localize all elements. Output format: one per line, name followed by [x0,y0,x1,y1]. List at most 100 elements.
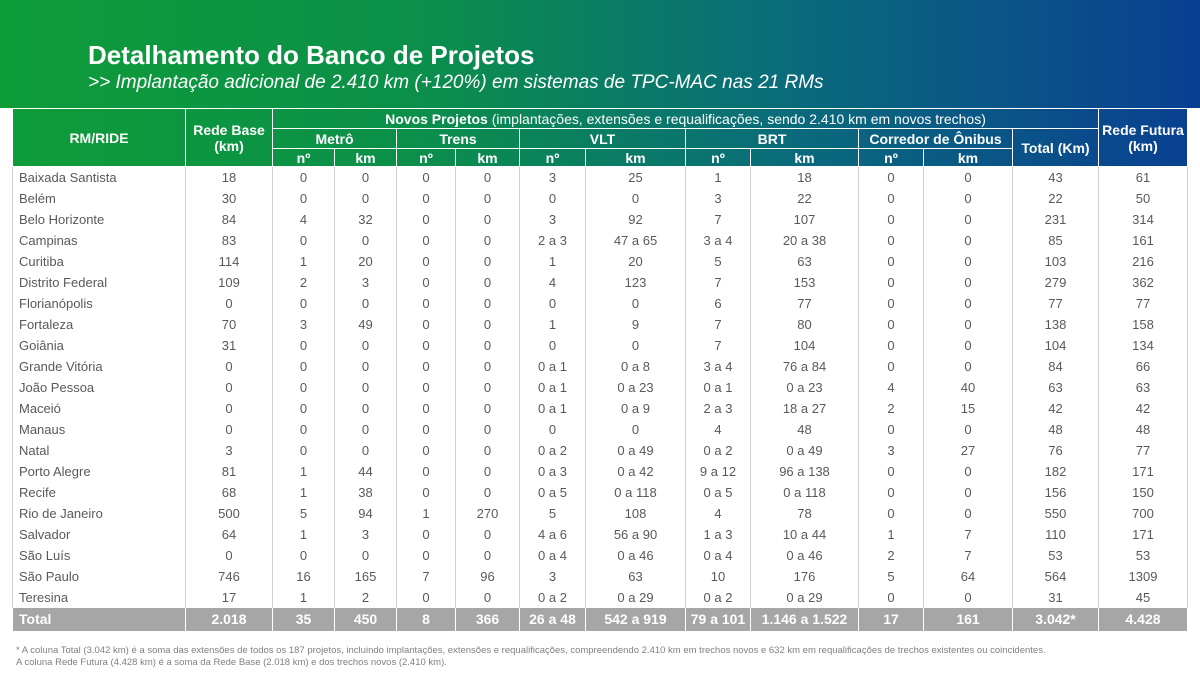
cell: 3.042* [1011,608,1100,631]
cell: 22 [1011,188,1100,209]
cell: 7 [923,524,1013,545]
cell: 0 [334,377,397,398]
cell: 96 a 138 [750,461,859,482]
cell: 7 [923,545,1013,566]
header-cell: Total (Km) [1011,128,1100,167]
cell: 64 [185,524,273,545]
header-cell: Novos Projetos (implantações, extensões … [271,108,1100,129]
cell: 0 [396,188,456,209]
cell: 0 [455,440,520,461]
cell: 153 [750,272,859,293]
cell: 1 [272,461,335,482]
cell: 7 [685,209,751,230]
row-name: Porto Alegre [12,461,186,482]
cell: 1 [272,251,335,272]
cell: 0 a 4 [519,545,586,566]
cell: 700 [1098,503,1189,524]
cell: 31 [1011,587,1100,608]
cell: 0 [455,188,520,209]
cell: 138 [1011,314,1100,335]
cell: 0 [923,188,1013,209]
cell: 0 [272,419,335,440]
row-name: Grande Vitória [12,356,186,377]
title: Detalhamento do Banco de Projetos [88,40,535,70]
cell: 0 a 5 [519,482,586,503]
cell: 5 [519,503,586,524]
row-name: Salvador [12,524,186,545]
mode-header: VLT [519,128,686,149]
sub-header: nº [396,148,456,167]
cell: 542 a 919 [585,608,686,631]
cell: 171 [1098,461,1189,482]
cell: 10 a 44 [750,524,859,545]
row-name: Distrito Federal [12,272,186,293]
footnote: * A coluna Total (3.042 km) é a soma das… [16,645,1046,656]
cell: 5 [858,566,924,587]
cell: 22 [750,188,859,209]
cell: 0 a 3 [519,461,586,482]
cell: 3 a 4 [685,230,751,251]
sub-header: nº [272,148,335,167]
row-name: São Paulo [12,566,186,587]
cell: 0 a 29 [585,587,686,608]
cell: 0 [396,482,456,503]
cell: 2.018 [185,608,273,631]
cell: 8 [396,608,456,631]
cell: 0 [585,335,686,356]
cell: 746 [185,566,273,587]
mode-header: Trens [396,128,520,149]
cell: 3 [519,209,586,230]
cell: 0 [858,314,924,335]
table-row: São Paulo 746 16 165 7 96 3 63 10 176 5 64 564 1309 [12,566,1189,587]
cell: 92 [585,209,686,230]
cell: 0 [455,166,520,188]
cell: 0 a 5 [685,482,751,503]
cell: 77 [1098,293,1189,314]
header-row: nº km nº km nº km nº km nº km [13,148,1188,167]
cell: 9 [585,314,686,335]
cell: 182 [1011,461,1100,482]
cell: 0 [455,545,520,566]
cell: 0 [396,524,456,545]
cell: 1 [858,524,924,545]
cell: 1 [519,251,586,272]
cell: 45 [1098,587,1189,608]
cell: 156 [1011,482,1100,503]
mode-header: Metrô [272,128,397,149]
cell: 64 [923,566,1013,587]
row-name: Baixada Santista [12,166,186,188]
cell: 1 [519,314,586,335]
cell: 114 [185,251,273,272]
cell: 43 [1011,166,1100,188]
cell: 0 [396,545,456,566]
total-row: Total 2.018 35 450 8 366 26 a 48 542 a 919 79 a … [12,608,1189,631]
cell: 0 [455,482,520,503]
cell: 0 [396,419,456,440]
cell: 104 [1011,335,1100,356]
sub-header: km [750,148,859,167]
cell: 0 [858,230,924,251]
cell: 3 [185,440,273,461]
cell: 5 [685,251,751,272]
cell: 5 [272,503,335,524]
cell: 32 [334,209,397,230]
cell: 0 [923,587,1013,608]
table-row: Belém 30 0 0 0 0 0 0 3 22 0 0 22 50 [12,188,1189,209]
cell: 0 [185,398,273,419]
cell: 171 [1098,524,1189,545]
cell: 18 a 27 [750,398,859,419]
cell: 0 [334,188,397,209]
cell: 77 [1098,440,1189,461]
cell: 0 [858,482,924,503]
cell: 9 a 12 [685,461,751,482]
cell: 0 a 118 [750,482,859,503]
cell: 0 a 46 [750,545,859,566]
cell: 0 [585,293,686,314]
cell: 0 [396,461,456,482]
subtitle: >> Implantação adicional de 2.410 km (+1… [88,72,824,93]
row-name: Teresina [12,587,186,608]
